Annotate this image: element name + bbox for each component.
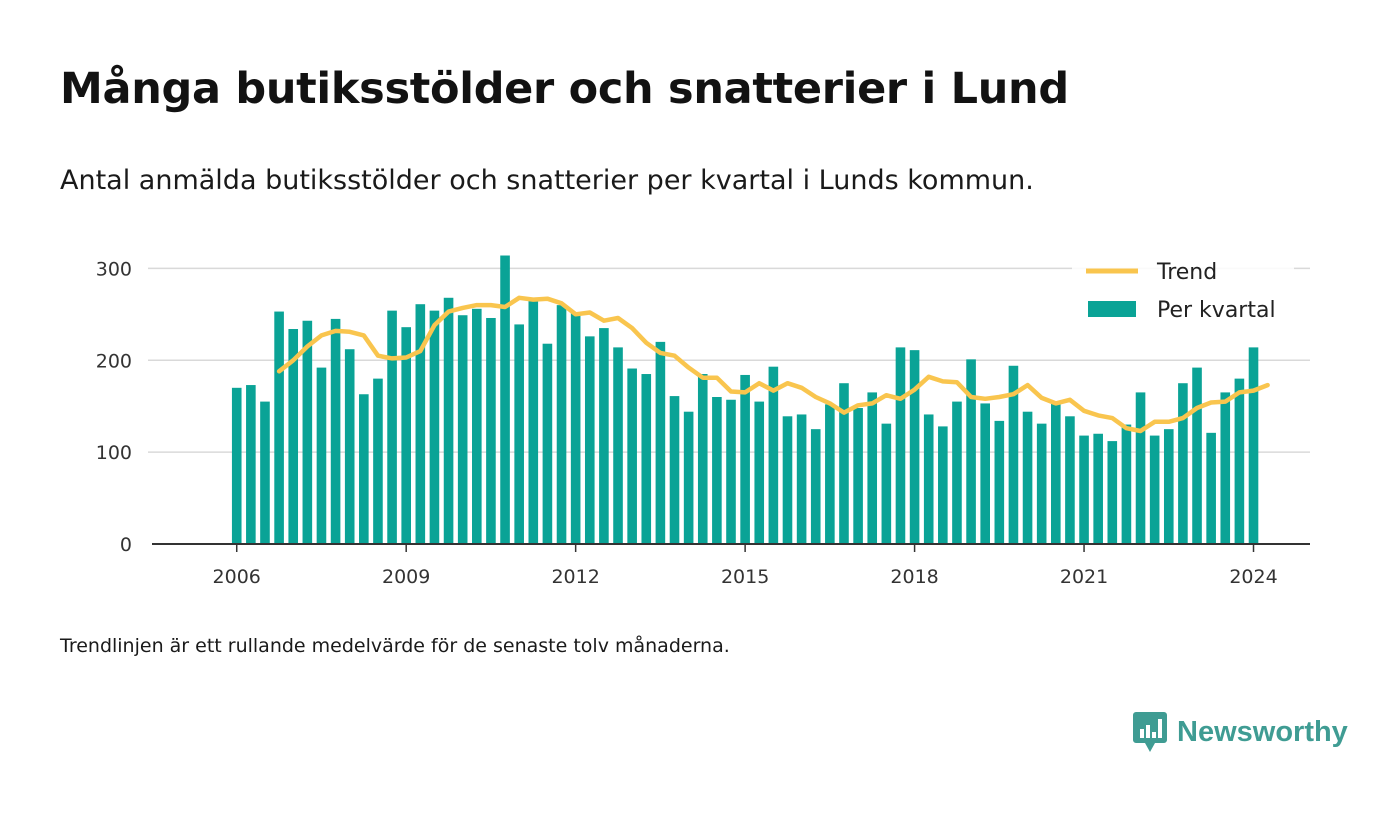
chart-note: Trendlinjen är ett rullande medelvärde f…	[60, 635, 730, 657]
bar	[1192, 367, 1202, 544]
y-tick-label: 200	[96, 350, 132, 372]
bar	[1149, 435, 1160, 544]
bar	[486, 317, 496, 544]
bar	[274, 311, 284, 544]
bar	[359, 394, 369, 544]
bar-series	[231, 255, 1259, 544]
bar	[1065, 416, 1075, 544]
bar	[881, 423, 892, 544]
bar	[712, 397, 722, 544]
bar	[500, 255, 510, 544]
bar	[528, 299, 539, 544]
bar	[472, 308, 482, 544]
bar	[895, 347, 906, 544]
legend-trend-label: Trend	[1156, 260, 1217, 285]
x-tick-label: 2012	[551, 566, 599, 588]
bar	[1206, 432, 1216, 544]
bar	[627, 368, 637, 544]
x-tick-label: 2015	[721, 566, 769, 588]
bar	[796, 414, 807, 544]
bar	[966, 359, 976, 544]
bar	[1008, 365, 1019, 544]
y-tick-label: 100	[96, 442, 132, 464]
bar	[260, 401, 270, 544]
newsworthy-brand[interactable]: Newsworthy	[1133, 712, 1348, 752]
brand-name: Newsworthy	[1177, 715, 1348, 748]
bar	[401, 327, 411, 544]
bar	[697, 374, 708, 544]
bar	[373, 378, 383, 544]
bar	[613, 347, 623, 544]
bar	[938, 426, 948, 544]
bar	[1107, 441, 1118, 544]
bar	[1135, 392, 1146, 544]
chart-subtitle: Antal anmälda butiksstölder och snatteri…	[60, 165, 1034, 196]
legend-bar-label: Per kvartal	[1157, 298, 1276, 323]
bar	[754, 401, 765, 544]
bar	[1234, 378, 1245, 544]
y-tick-label: 300	[96, 258, 132, 280]
x-tick-label: 2006	[213, 566, 261, 588]
bar	[1036, 423, 1047, 544]
bar	[740, 374, 750, 544]
bar	[782, 416, 793, 544]
bar	[246, 385, 256, 544]
bar	[1022, 411, 1033, 544]
x-tick-label: 2009	[382, 566, 430, 588]
bar	[952, 401, 962, 544]
bar	[443, 297, 454, 544]
bar	[1178, 383, 1188, 544]
bar	[669, 396, 680, 544]
legend: Trend Per kvartal	[1072, 252, 1294, 330]
bar	[514, 324, 524, 544]
bar	[655, 341, 666, 544]
x-tick-label: 2024	[1229, 566, 1277, 588]
bar	[429, 310, 440, 544]
bar	[231, 387, 242, 544]
bar	[288, 329, 299, 544]
bar	[994, 420, 1005, 544]
bar	[415, 304, 426, 544]
axes: 0 100 200 300 2006 2009 2012 2015 2018 2021 2024	[96, 258, 1310, 588]
x-tick-label: 2021	[1060, 566, 1108, 588]
bar	[768, 366, 779, 544]
bar	[683, 411, 694, 544]
bar	[1163, 429, 1174, 544]
bar	[1093, 433, 1103, 544]
bar	[1121, 424, 1132, 544]
bar	[457, 315, 468, 544]
bar	[344, 349, 355, 544]
bar	[584, 336, 595, 544]
bar	[839, 383, 849, 544]
bar	[853, 408, 863, 544]
bar	[1220, 392, 1231, 544]
bar	[570, 312, 581, 544]
bar	[1079, 435, 1089, 544]
bar	[387, 310, 397, 544]
bar	[542, 343, 553, 544]
bar	[330, 318, 341, 544]
bar	[599, 328, 609, 544]
bar	[867, 392, 878, 544]
legend-bar-swatch	[1088, 301, 1136, 317]
bar	[1051, 402, 1061, 544]
bar	[556, 305, 567, 544]
y-tick-label: 0	[120, 534, 132, 556]
bar	[1248, 347, 1259, 544]
bar	[726, 399, 736, 544]
newsworthy-logo-icon	[1133, 712, 1167, 752]
bar	[825, 404, 835, 544]
bar	[980, 403, 990, 544]
bar	[641, 374, 652, 544]
bar	[316, 367, 327, 544]
trend-line	[276, 295, 1270, 434]
x-tick-label: 2018	[890, 566, 938, 588]
bar	[302, 320, 313, 544]
trend-series	[276, 295, 1270, 434]
bar	[909, 350, 920, 544]
bar	[810, 429, 821, 544]
chart-title: Många butiksstölder och snatterier i Lun…	[60, 64, 1069, 114]
bar	[923, 414, 934, 544]
